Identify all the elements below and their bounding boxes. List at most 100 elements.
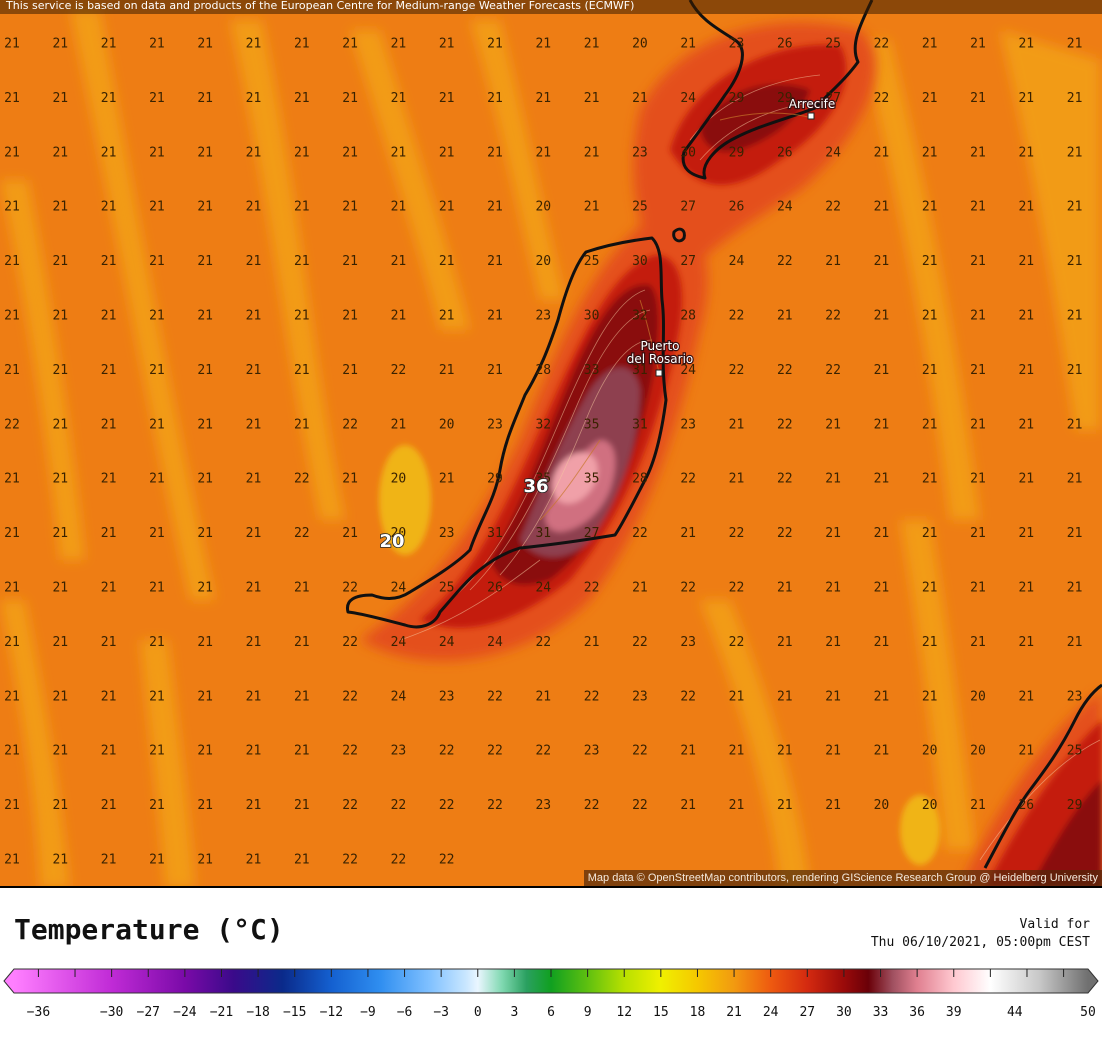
temperature-cell: 22 [680, 581, 696, 596]
temperature-cell: 21 [294, 363, 310, 378]
temperature-cell: 29 [777, 91, 793, 106]
temperature-cell: 21 [729, 472, 745, 487]
temperature-cell: 21 [246, 581, 262, 596]
temperature-cell: 21 [246, 744, 262, 759]
city-label-arrecife[interactable]: Arrecife [788, 96, 837, 112]
temperature-cell: 21 [246, 526, 262, 541]
temperature-cell: 21 [101, 37, 117, 52]
temperature-cell: 21 [1067, 37, 1083, 52]
temperature-cell: 22 [487, 744, 503, 759]
temperature-cell: 21 [970, 635, 986, 650]
temperature-cell: 21 [825, 526, 841, 541]
temperature-cell: 31 [632, 417, 648, 432]
temperature-cell: 24 [777, 200, 793, 215]
scale-tick-label: −24 [173, 1005, 197, 1020]
temperature-cell: 27 [680, 200, 696, 215]
temperature-cell: 21 [197, 635, 213, 650]
temperature-cell: 20 [535, 200, 551, 215]
temperature-cell: 21 [391, 200, 407, 215]
temperature-cell: 22 [439, 798, 455, 813]
temperature-cell: 21 [101, 417, 117, 432]
forecast-map[interactable]: 21 21 21 21 21 21 21 21 21 21 21 21 21 20 21 23 26 25 22 21… [0, 0, 1102, 888]
temperature-cell: 25 [632, 200, 648, 215]
legend-title: Temperature (°C) [14, 913, 284, 946]
scale-tick-label: 39 [945, 1005, 962, 1020]
temperature-cell: 21 [197, 200, 213, 215]
temperature-cell: 22 [632, 798, 648, 813]
temperature-cell: 21 [391, 254, 407, 269]
temperature-cell: 21 [52, 689, 68, 704]
temperature-cell: 21 [922, 363, 938, 378]
temperature-cell: 22 [729, 526, 745, 541]
temperature-cell: 21 [970, 417, 986, 432]
temperature-cell: 21 [632, 581, 648, 596]
temperature-cell: 21 [584, 635, 600, 650]
city-label-puerto-del-rosario[interactable]: Puerto del Rosario [626, 338, 695, 367]
temperature-cell: 21 [439, 37, 455, 52]
city-marker-arrecife[interactable] [807, 112, 815, 120]
temperature-cell: 21 [439, 254, 455, 269]
map-attribution[interactable]: Map data © OpenStreetMap contributors, r… [583, 870, 1102, 887]
temperature-cell: 21 [584, 91, 600, 106]
temperature-cell: 21 [294, 145, 310, 160]
temperature-cell: 20 [922, 798, 938, 813]
temperature-cell: 21 [52, 744, 68, 759]
temperature-cell: 21 [149, 472, 165, 487]
temperature-cell: 21 [922, 635, 938, 650]
cool-streaks [0, 10, 1100, 888]
scale-tick-label: 24 [762, 1005, 779, 1020]
temperature-cell: 21 [391, 309, 407, 324]
temperature-cell: 21 [584, 145, 600, 160]
temperature-cell: 21 [825, 635, 841, 650]
temperature-cell: 31 [487, 526, 503, 541]
scale-tick-label: 12 [616, 1005, 633, 1020]
temperature-cell: 21 [149, 417, 165, 432]
temperature-cell: 21 [246, 472, 262, 487]
temperature-cell: 21 [825, 581, 841, 596]
temperature-cell: 21 [970, 145, 986, 160]
temperature-cell: 24 [825, 145, 841, 160]
temperature-cell: 21 [1067, 526, 1083, 541]
temperature-cell: 21 [101, 635, 117, 650]
color-scale-bar [3, 968, 1099, 994]
scale-tick-label: 15 [653, 1005, 669, 1020]
temperature-cell: 21 [246, 37, 262, 52]
temperature-cell: 21 [294, 798, 310, 813]
temperature-cell: 21 [149, 853, 165, 868]
temperature-cell: 21 [874, 689, 890, 704]
scale-tick-label: −6 [396, 1005, 413, 1020]
min-temperature-label: 20 [379, 531, 404, 552]
temperature-cell: 28 [632, 472, 648, 487]
temperature-cell: 21 [52, 635, 68, 650]
temperature-cell: 21 [970, 254, 986, 269]
city-marker-puerto-del-rosario[interactable] [655, 369, 663, 377]
temperature-cell: 22 [874, 37, 890, 52]
temperature-cell: 21 [149, 798, 165, 813]
temperature-cell: 21 [246, 798, 262, 813]
temperature-cell: 21 [391, 417, 407, 432]
temperature-cell: 21 [1067, 581, 1083, 596]
temperature-cell: 24 [391, 635, 407, 650]
temperature-cell: 24 [729, 254, 745, 269]
temperature-cell: 21 [101, 145, 117, 160]
ecmwf-disclaimer: This service is based on data and produc… [0, 0, 1102, 14]
temperature-cell: 21 [874, 635, 890, 650]
temperature-cell: 21 [246, 145, 262, 160]
temperature-cell: 21 [101, 853, 117, 868]
temperature-cell: 31 [632, 363, 648, 378]
temperature-cell: 21 [197, 145, 213, 160]
scale-tick-label: 6 [547, 1005, 555, 1020]
temperature-cell: 21 [777, 689, 793, 704]
temperature-cell: 22 [777, 526, 793, 541]
temperature-cell: 23 [729, 37, 745, 52]
temperature-cell: 25 [584, 254, 600, 269]
scale-tick-label: 44 [1006, 1005, 1023, 1020]
temperature-cell: 21 [970, 526, 986, 541]
temperature-cell: 26 [1018, 798, 1034, 813]
temperature-cell: 21 [246, 254, 262, 269]
scale-tick-label: −9 [360, 1005, 376, 1020]
temperature-cell: 24 [439, 635, 455, 650]
scale-tick-label: −3 [433, 1005, 449, 1020]
temperature-cell: 22 [342, 689, 358, 704]
temperature-cell: 22 [342, 853, 358, 868]
